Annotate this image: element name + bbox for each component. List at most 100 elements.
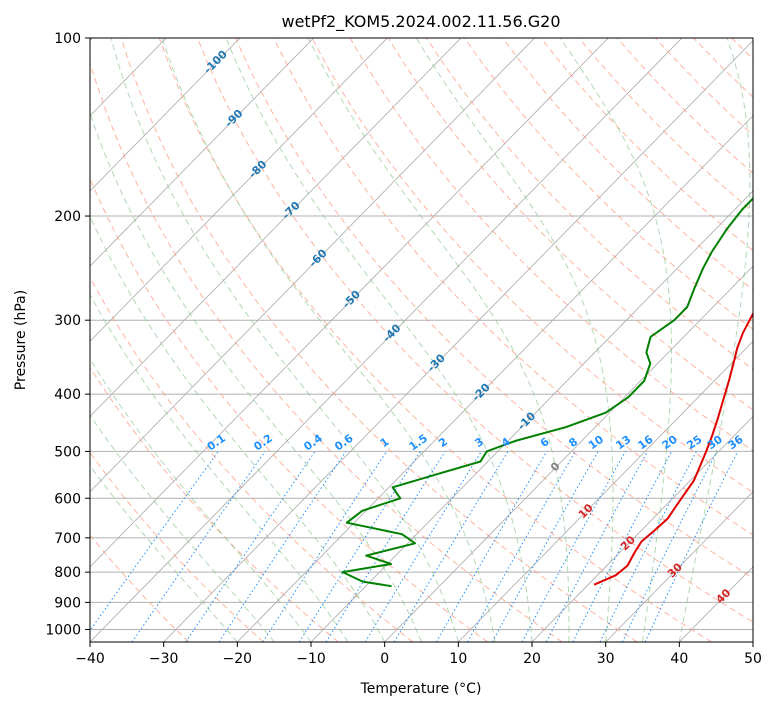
mixing-ratio-line [644,451,739,642]
mixing-ratio-label: 16 [635,433,655,453]
mixing-ratio-label: 1 [378,435,392,450]
y-tick-label: 300 [54,313,81,329]
dry-adiabat-line [90,451,264,642]
mixing-ratio-line [218,451,347,642]
x-tick-label: 50 [744,651,762,667]
mixing-ratio-label: 36 [726,433,746,453]
dry-adiabat-line [90,366,339,642]
y-tick-label: 1000 [45,622,81,638]
mixing-ratio-label: 0.4 [301,431,325,453]
dry-adiabat-line [120,38,638,642]
temperature-line [593,311,753,586]
moist-adiabat-line [90,464,238,642]
dry-adiabat-line [616,38,753,175]
mixing-ratio-line [298,451,421,642]
dry-adiabat-line [654,38,753,136]
series-lines [341,197,753,588]
isotherm-line [458,340,753,642]
dry-adiabat-line [273,38,753,536]
background-lines [90,38,775,642]
x-tick-label: −20 [223,651,253,667]
isotherm-line [605,491,753,642]
isotherm-line [679,566,753,642]
plot-frame [89,37,754,643]
x-tick-label: 0 [380,651,389,667]
dry-adiabat-line [311,38,753,494]
mixing-ratio-line [364,451,482,642]
x-tick-label: 30 [597,651,615,667]
y-axis-label: Pressure (hPa) [13,290,29,390]
moist-adiabat-line [90,414,275,642]
x-tick-label: −30 [149,651,179,667]
mixing-ratio-line [393,451,509,642]
mixing-ratio-label: 2 [436,435,450,450]
x-tick-label: 40 [670,651,688,667]
moist-adiabat-line [90,293,349,642]
dewpoint-line [341,197,753,588]
plot-area: 0.1 0.2 0.4 0.6 1 1.5 2 3 4 6 8 10 13 16 20 25 30 36-100-… [90,38,775,642]
moist-adiabat-line [110,38,459,642]
y-axis: 100 200 300 400 500 600 700 800 900 1000 [45,31,90,638]
y-tick-label: 600 [54,491,81,507]
isotherm-line [384,265,753,642]
moist-adiabat-line [678,38,751,642]
moist-adiabat-line [161,38,496,642]
mixing-ratio-line [90,451,219,632]
dry-adiabat-line [387,38,753,411]
mixing-ratio-line [467,451,576,642]
moist-adiabat-line [90,215,386,642]
x-tick-label: 10 [449,651,467,667]
dry-adiabat-line [502,38,753,291]
isotherm-line [90,38,609,568]
moist-adiabat-line [90,111,422,642]
moist-adiabat-line [307,38,570,642]
isotherm-line [90,38,462,418]
isotherm-line [90,38,535,493]
moist-adiabat-line [415,38,614,642]
dry-adiabat-line [770,38,775,642]
mixing-ratio-label: 1.5 [407,432,430,454]
dry-adiabat-line [196,38,753,623]
mixing-ratio-line [185,451,316,642]
mixing-ratio-line [599,451,697,642]
isotherm-label: -60 [306,246,329,269]
y-tick-label: 800 [54,565,81,581]
dry-adiabat-line [90,177,488,642]
dry-adiabat-line [693,38,753,98]
y-tick-label: 700 [54,531,81,547]
y-tick-label: 500 [54,444,81,460]
isotherm-line [310,190,753,642]
x-axis-label: Temperature (°C) [360,681,482,697]
isotherm-line [90,38,241,192]
x-axis: −40 −30 −20 −10 0 10 20 30 40 50 [75,642,762,667]
isotherm-label: -20 [470,381,493,404]
mixing-ratio-label: 0.6 [332,431,356,453]
mixing-ratio-label: 25 [684,433,704,452]
isotherm-line [531,415,753,642]
mixing-ratio-line [521,451,626,642]
x-tick-label: −40 [75,651,105,667]
moist-adiabat-line [225,38,533,642]
mixing-ratio-line [491,451,599,642]
isotherm-line [90,38,314,267]
mixing-ratio-line [325,451,446,642]
moist-adiabat-line [559,38,672,642]
dry-adiabat-line [90,276,414,642]
mixing-ratio-label: 0.1 [205,432,228,454]
dry-adiabat-line [425,38,753,370]
y-tick-label: 900 [54,595,81,611]
dry-adiabat-line [158,38,712,642]
y-tick-label: 200 [54,209,81,225]
y-tick-label: 100 [54,31,81,47]
isotherm-label: -90 [222,107,245,130]
mixing-ratio-label: 10 [586,433,606,453]
mixing-ratio-line [435,451,548,642]
y-tick-label: 400 [54,387,81,403]
dry-adiabat-line [90,61,563,642]
dry-adiabat-line [349,38,753,452]
isotherm-line [237,115,753,642]
mixing-ratio-label: 3 [472,435,486,450]
isotherm-line [163,40,753,642]
mixing-ratio-line [131,451,266,642]
